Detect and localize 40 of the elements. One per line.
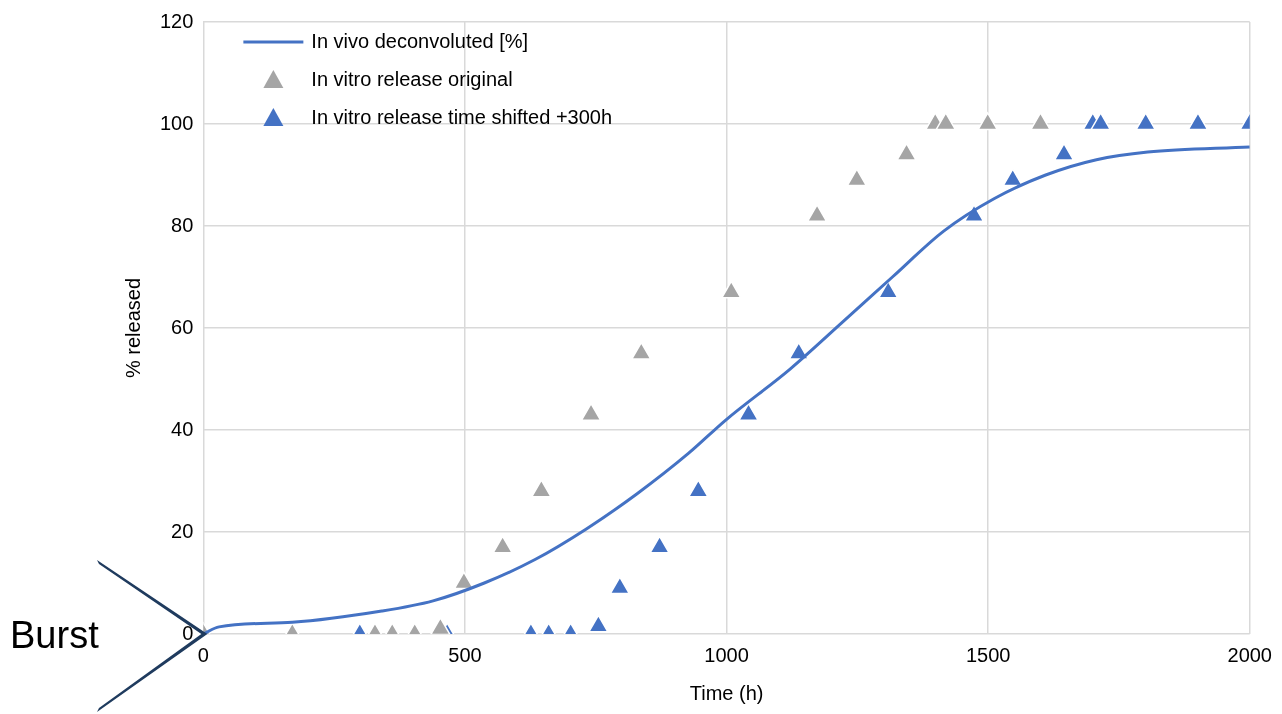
point — [877, 280, 899, 299]
y-tick-label: 100 — [159, 111, 194, 134]
y-tick-label: 80 — [171, 213, 194, 236]
point — [1053, 142, 1075, 161]
point — [1135, 112, 1156, 131]
point — [806, 204, 828, 223]
legend-label: In vitro release original — [311, 67, 513, 90]
point — [935, 112, 957, 131]
point — [738, 402, 759, 421]
legend-label: In vitro release time shifted +300h — [311, 105, 613, 128]
point — [1090, 112, 1111, 131]
x-tick-label: 0 — [197, 643, 209, 666]
point — [977, 112, 998, 131]
point — [688, 479, 709, 498]
annotation: Burst — [10, 614, 100, 657]
x-tick-label: 1500 — [965, 643, 1011, 666]
x-tick-label: 500 — [448, 643, 482, 666]
point — [846, 168, 868, 187]
y-tick-label: 40 — [171, 417, 194, 440]
point — [649, 535, 670, 554]
x-tick-label: 2000 — [1227, 643, 1272, 666]
point — [1002, 168, 1024, 187]
x-axis-title: Time (h) — [689, 681, 764, 704]
point — [788, 341, 810, 360]
legend-label: In vivo deconvoluted [%] — [311, 29, 529, 52]
y-axis-title: % released — [121, 277, 144, 379]
y-tick-label: 120 — [159, 9, 194, 32]
point — [531, 479, 552, 498]
x-tick-label: 1000 — [704, 643, 749, 666]
point — [631, 341, 652, 360]
point — [430, 617, 451, 634]
point — [580, 402, 602, 421]
point — [1187, 112, 1209, 131]
point — [720, 280, 742, 299]
point — [1030, 112, 1051, 131]
y-tick-label: 20 — [171, 519, 194, 542]
y-tick-label: 60 — [171, 315, 194, 338]
y-tick-label: 0 — [182, 621, 194, 644]
point — [492, 535, 513, 554]
point — [896, 142, 917, 161]
